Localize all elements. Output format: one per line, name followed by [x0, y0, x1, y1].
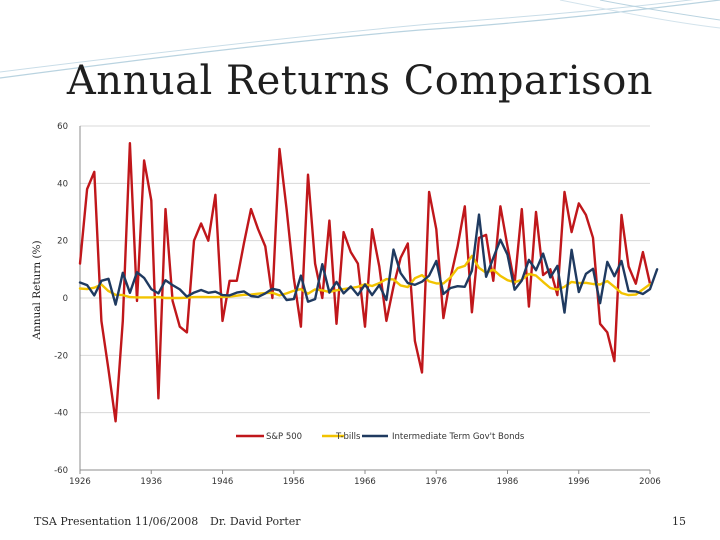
x-tick-label-1936: 1936	[140, 477, 162, 487]
legend-label-bonds: Intermediate Term Gov't Bonds	[392, 432, 525, 442]
series-line-tbills	[78, 254, 652, 300]
decor-wave-4	[559, 0, 720, 29]
y-tick-label-60: 60	[57, 122, 68, 132]
decor-wave-1	[0, 0, 720, 79]
header-decoration	[0, 0, 720, 79]
legend-label-sp500: S&P 500	[266, 432, 302, 442]
page-number: 15	[672, 515, 686, 528]
decor-wave-2	[0, 0, 695, 73]
y-axis-title: Annual Return (%)	[31, 240, 43, 340]
slide-title: Annual Returns Comparison	[66, 58, 654, 104]
footer-presenter: Dr. David Porter	[210, 515, 301, 528]
y-tick-label--60: -60	[54, 466, 68, 476]
x-tick-label-1956: 1956	[283, 477, 305, 487]
series-line-sp500	[78, 141, 652, 423]
y-tick-label--20: -20	[54, 351, 68, 361]
x-tick-label-2006: 2006	[639, 477, 661, 487]
footer-presentation-info: TSA Presentation 11/06/2008	[34, 515, 199, 528]
y-tick-label-40: 40	[57, 179, 68, 189]
x-tick-label-1996: 1996	[568, 477, 590, 487]
x-tick-label-1966: 1966	[354, 477, 376, 487]
decor-wave-3	[599, 0, 720, 21]
x-tick-label-1976: 1976	[425, 477, 447, 487]
x-tick-label-1946: 1946	[212, 477, 234, 487]
series-line-bonds	[78, 213, 659, 314]
legend-label-tbills: T-bills	[335, 432, 361, 442]
y-tick-label-0: 0	[63, 294, 68, 304]
y-tick-label--40: -40	[54, 409, 68, 419]
x-tick-label-1926: 1926	[69, 477, 91, 487]
y-tick-label-20: 20	[57, 237, 68, 247]
x-tick-label-1986: 1986	[497, 477, 519, 487]
